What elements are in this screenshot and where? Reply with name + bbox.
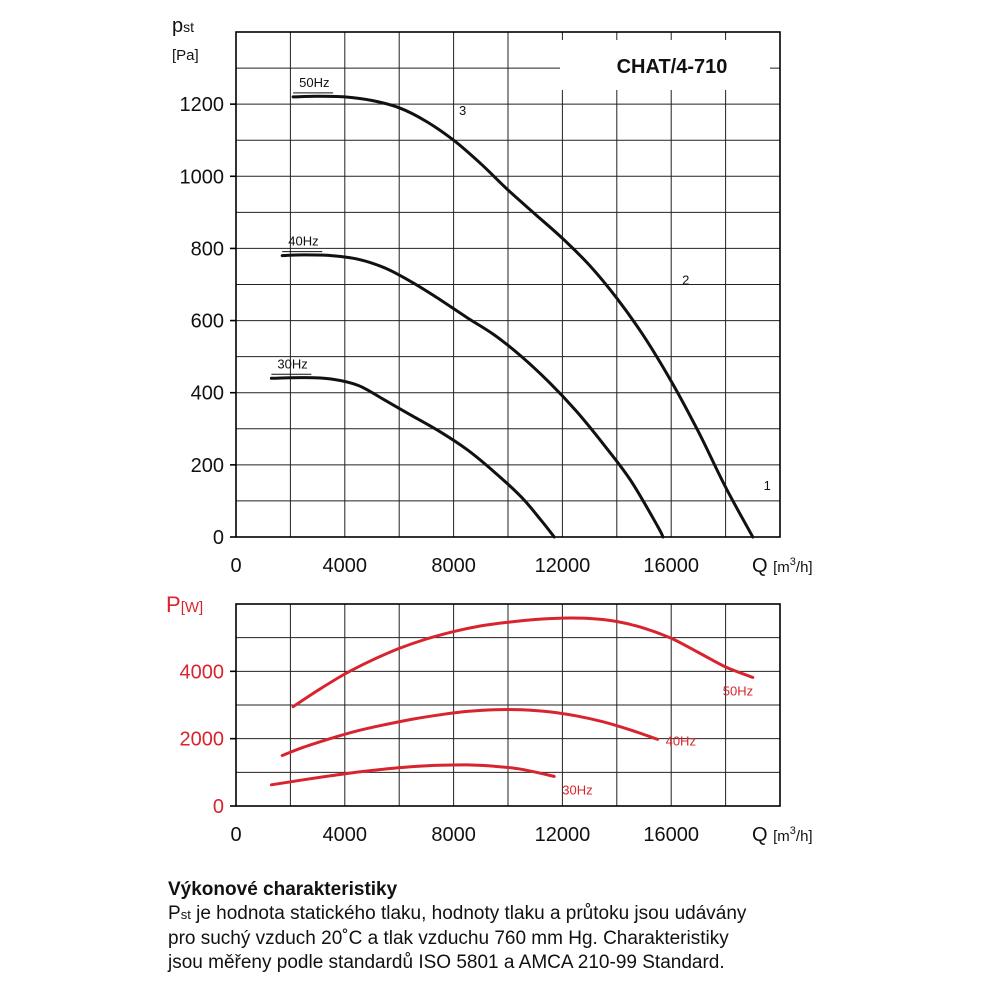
power-x-axis-label: Q [m3/h] (752, 824, 813, 846)
power-series-label-30Hz: 30Hz (562, 782, 592, 797)
power-x-tick-label: 0 (230, 824, 241, 846)
pressure-series-line-40Hz (280, 253, 665, 539)
pressure-series-label-30Hz: 30Hz (277, 356, 307, 371)
pressure-series-line-50Hz (291, 94, 755, 539)
power-y-axis-symbol: P (166, 592, 181, 617)
description-block: Výkonové charakteristiky Pst je hodnota … (168, 878, 868, 975)
power-chart: 0 2000 4000 0 4000 8000 12000 16000 Q [m3/h] 50Hz… (166, 592, 813, 846)
pressure-x-axis-unit-suffix: /h] (796, 559, 813, 576)
pressure-y-tick-label: 0 (213, 527, 224, 549)
pressure-y-tick-label: 200 (191, 455, 224, 477)
power-y-axis-unit: [W] (181, 599, 204, 616)
power-x-axis-symbol: Q (752, 824, 773, 846)
power-x-axis-unit-suffix: /h] (796, 828, 813, 845)
pressure-series-label-50Hz: 50Hz (299, 75, 329, 90)
chart-title: CHAT/4-710 (617, 56, 728, 78)
pressure-series-label-40Hz: 40Hz (288, 234, 318, 249)
pressure-series-line-30Hz (269, 376, 556, 539)
power-x-axis-unit-exp: 3 (790, 825, 796, 837)
operating-point-label-3: 3 (459, 103, 466, 118)
pressure-x-axis-label: Q [m3/h] (752, 555, 813, 577)
pressure-y-axis-unit: [Pa] (172, 47, 199, 64)
power-y-tick-label: 4000 (180, 661, 225, 683)
pst-subscript: st (180, 907, 191, 922)
power-x-tick-label: 8000 (431, 824, 476, 846)
power-y-axis-label: P[W] (166, 592, 203, 617)
power-x-axis-unit: [m (773, 828, 790, 845)
power-grid (235, 603, 781, 807)
pressure-x-tick-label: 8000 (431, 555, 476, 577)
power-y-tick-label: 2000 (180, 729, 225, 751)
power-x-tick-label: 4000 (323, 824, 368, 846)
pressure-x-tick-label: 16000 (643, 555, 699, 577)
power-frame (235, 603, 781, 807)
pressure-y-tick-label: 1000 (180, 166, 225, 188)
pressure-x-axis-symbol: Q (752, 555, 773, 577)
pressure-y-tick-label: 1200 (180, 94, 225, 116)
pressure-y-tick-label: 600 (191, 311, 224, 333)
pressure-y-tick-label: 400 (191, 383, 224, 405)
description-text: Pst je hodnota statického tlaku, hodnoty… (168, 902, 868, 975)
chart-title-background (560, 40, 770, 90)
description-line-3: jsou měřeny podle standardů ISO 5801 a A… (168, 952, 725, 973)
operating-point-label-2: 2 (682, 273, 689, 288)
power-series-line-40Hz (280, 707, 660, 757)
power-y-tick-label: 0 (213, 796, 224, 818)
power-series-line-50Hz (291, 616, 755, 709)
power-x-tick-label: 12000 (535, 824, 591, 846)
description-line-2: pro suchý vzduch 20˚C a tlak vzduchu 760… (168, 928, 729, 949)
power-series-line-30Hz (269, 763, 556, 787)
pressure-x-tick-label: 0 (230, 555, 241, 577)
pressure-y-axis-label: pst (172, 15, 194, 37)
pressure-x-tick-label: 12000 (535, 555, 591, 577)
pressure-y-axis-subscript: st (183, 19, 194, 35)
pressure-grid (235, 31, 781, 538)
pressure-x-tick-label: 4000 (323, 555, 368, 577)
power-series-label-40Hz: 40Hz (666, 733, 696, 748)
pressure-frame (235, 31, 781, 538)
pressure-x-axis-unit-exp: 3 (790, 556, 796, 568)
pressure-y-axis-symbol: p (172, 15, 183, 37)
power-x-tick-label: 16000 (643, 824, 699, 846)
pressure-x-axis-unit: [m (773, 559, 790, 576)
description-line-1: je hodnota statického tlaku, hodnoty tla… (190, 903, 747, 924)
description-title: Výkonové charakteristiky (168, 879, 398, 900)
power-series-label-50Hz: 50Hz (723, 683, 753, 698)
pressure-y-tick-label: 800 (191, 238, 224, 260)
operating-point-label-1: 1 (764, 478, 771, 493)
pst-symbol: P (168, 903, 181, 924)
